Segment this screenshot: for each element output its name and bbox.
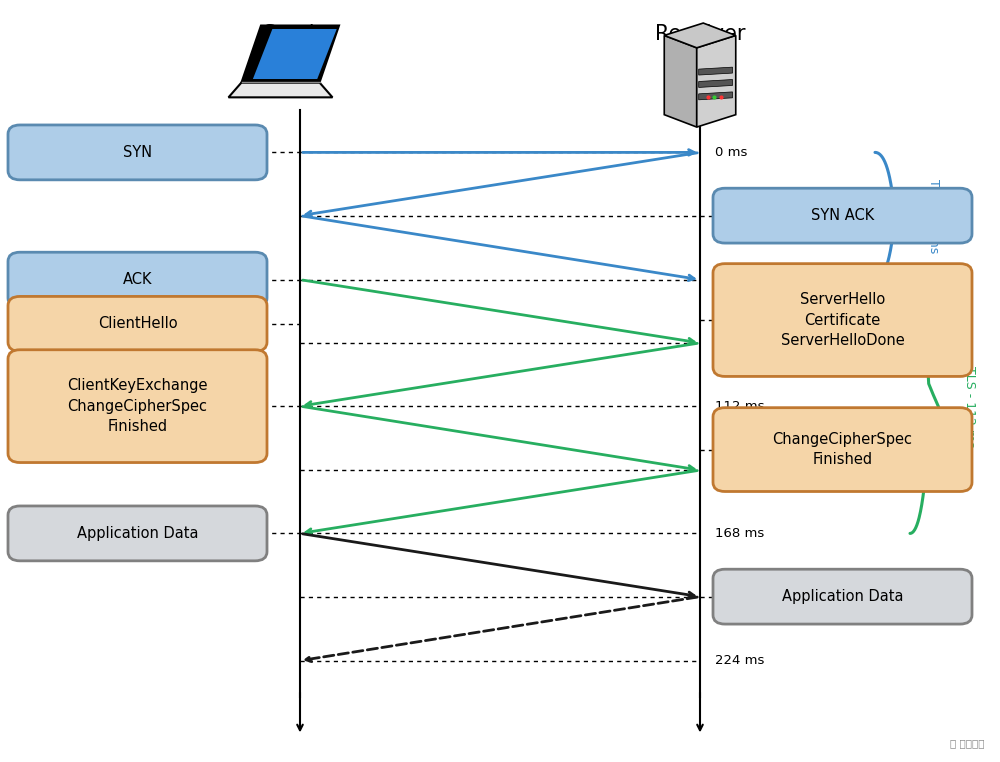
Polygon shape (699, 67, 732, 75)
FancyBboxPatch shape (713, 569, 972, 624)
Text: ChangeCipherSpec
Finished: ChangeCipherSpec Finished (772, 432, 912, 467)
Text: 196 ms: 196 ms (715, 590, 764, 604)
Text: ACK: ACK (123, 272, 152, 287)
Text: Ⓚ 创新互联: Ⓚ 创新互联 (950, 738, 985, 748)
Text: SYN ACK: SYN ACK (811, 208, 874, 223)
Text: 84 ms: 84 ms (715, 336, 756, 350)
Polygon shape (699, 79, 732, 88)
FancyBboxPatch shape (8, 350, 267, 463)
Text: 140 ms: 140 ms (715, 463, 764, 477)
FancyBboxPatch shape (8, 252, 267, 307)
Text: TLS - 112 ms: TLS - 112 ms (964, 366, 976, 447)
Text: Receiver: Receiver (655, 24, 745, 44)
Polygon shape (664, 35, 697, 127)
Polygon shape (228, 82, 332, 98)
FancyBboxPatch shape (713, 408, 972, 491)
Text: 112 ms: 112 ms (715, 399, 765, 413)
FancyBboxPatch shape (8, 125, 267, 180)
Text: 0 ms: 0 ms (715, 146, 747, 159)
FancyBboxPatch shape (8, 506, 267, 561)
Text: 56 ms: 56 ms (715, 273, 756, 287)
Text: ServerHello
Certificate
ServerHelloDone: ServerHello Certificate ServerHelloDone (781, 292, 904, 348)
Polygon shape (242, 25, 339, 82)
Polygon shape (699, 92, 732, 100)
Text: 28 ms: 28 ms (715, 209, 756, 223)
Polygon shape (664, 23, 736, 48)
Text: 224 ms: 224 ms (715, 654, 764, 668)
Polygon shape (253, 29, 337, 79)
FancyBboxPatch shape (713, 264, 972, 376)
Text: Application Data: Application Data (782, 589, 903, 604)
Text: SYN: SYN (123, 145, 152, 160)
FancyBboxPatch shape (713, 188, 972, 243)
Text: Application Data: Application Data (77, 526, 198, 541)
Text: Sender: Sender (263, 24, 337, 44)
Text: TCP - 56 ms: TCP - 56 ms (926, 179, 940, 253)
Text: ClientHello: ClientHello (98, 316, 177, 331)
Text: 168 ms: 168 ms (715, 527, 764, 540)
Polygon shape (697, 35, 736, 127)
Text: ClientKeyExchange
ChangeCipherSpec
Finished: ClientKeyExchange ChangeCipherSpec Finis… (67, 378, 208, 434)
FancyBboxPatch shape (8, 296, 267, 351)
